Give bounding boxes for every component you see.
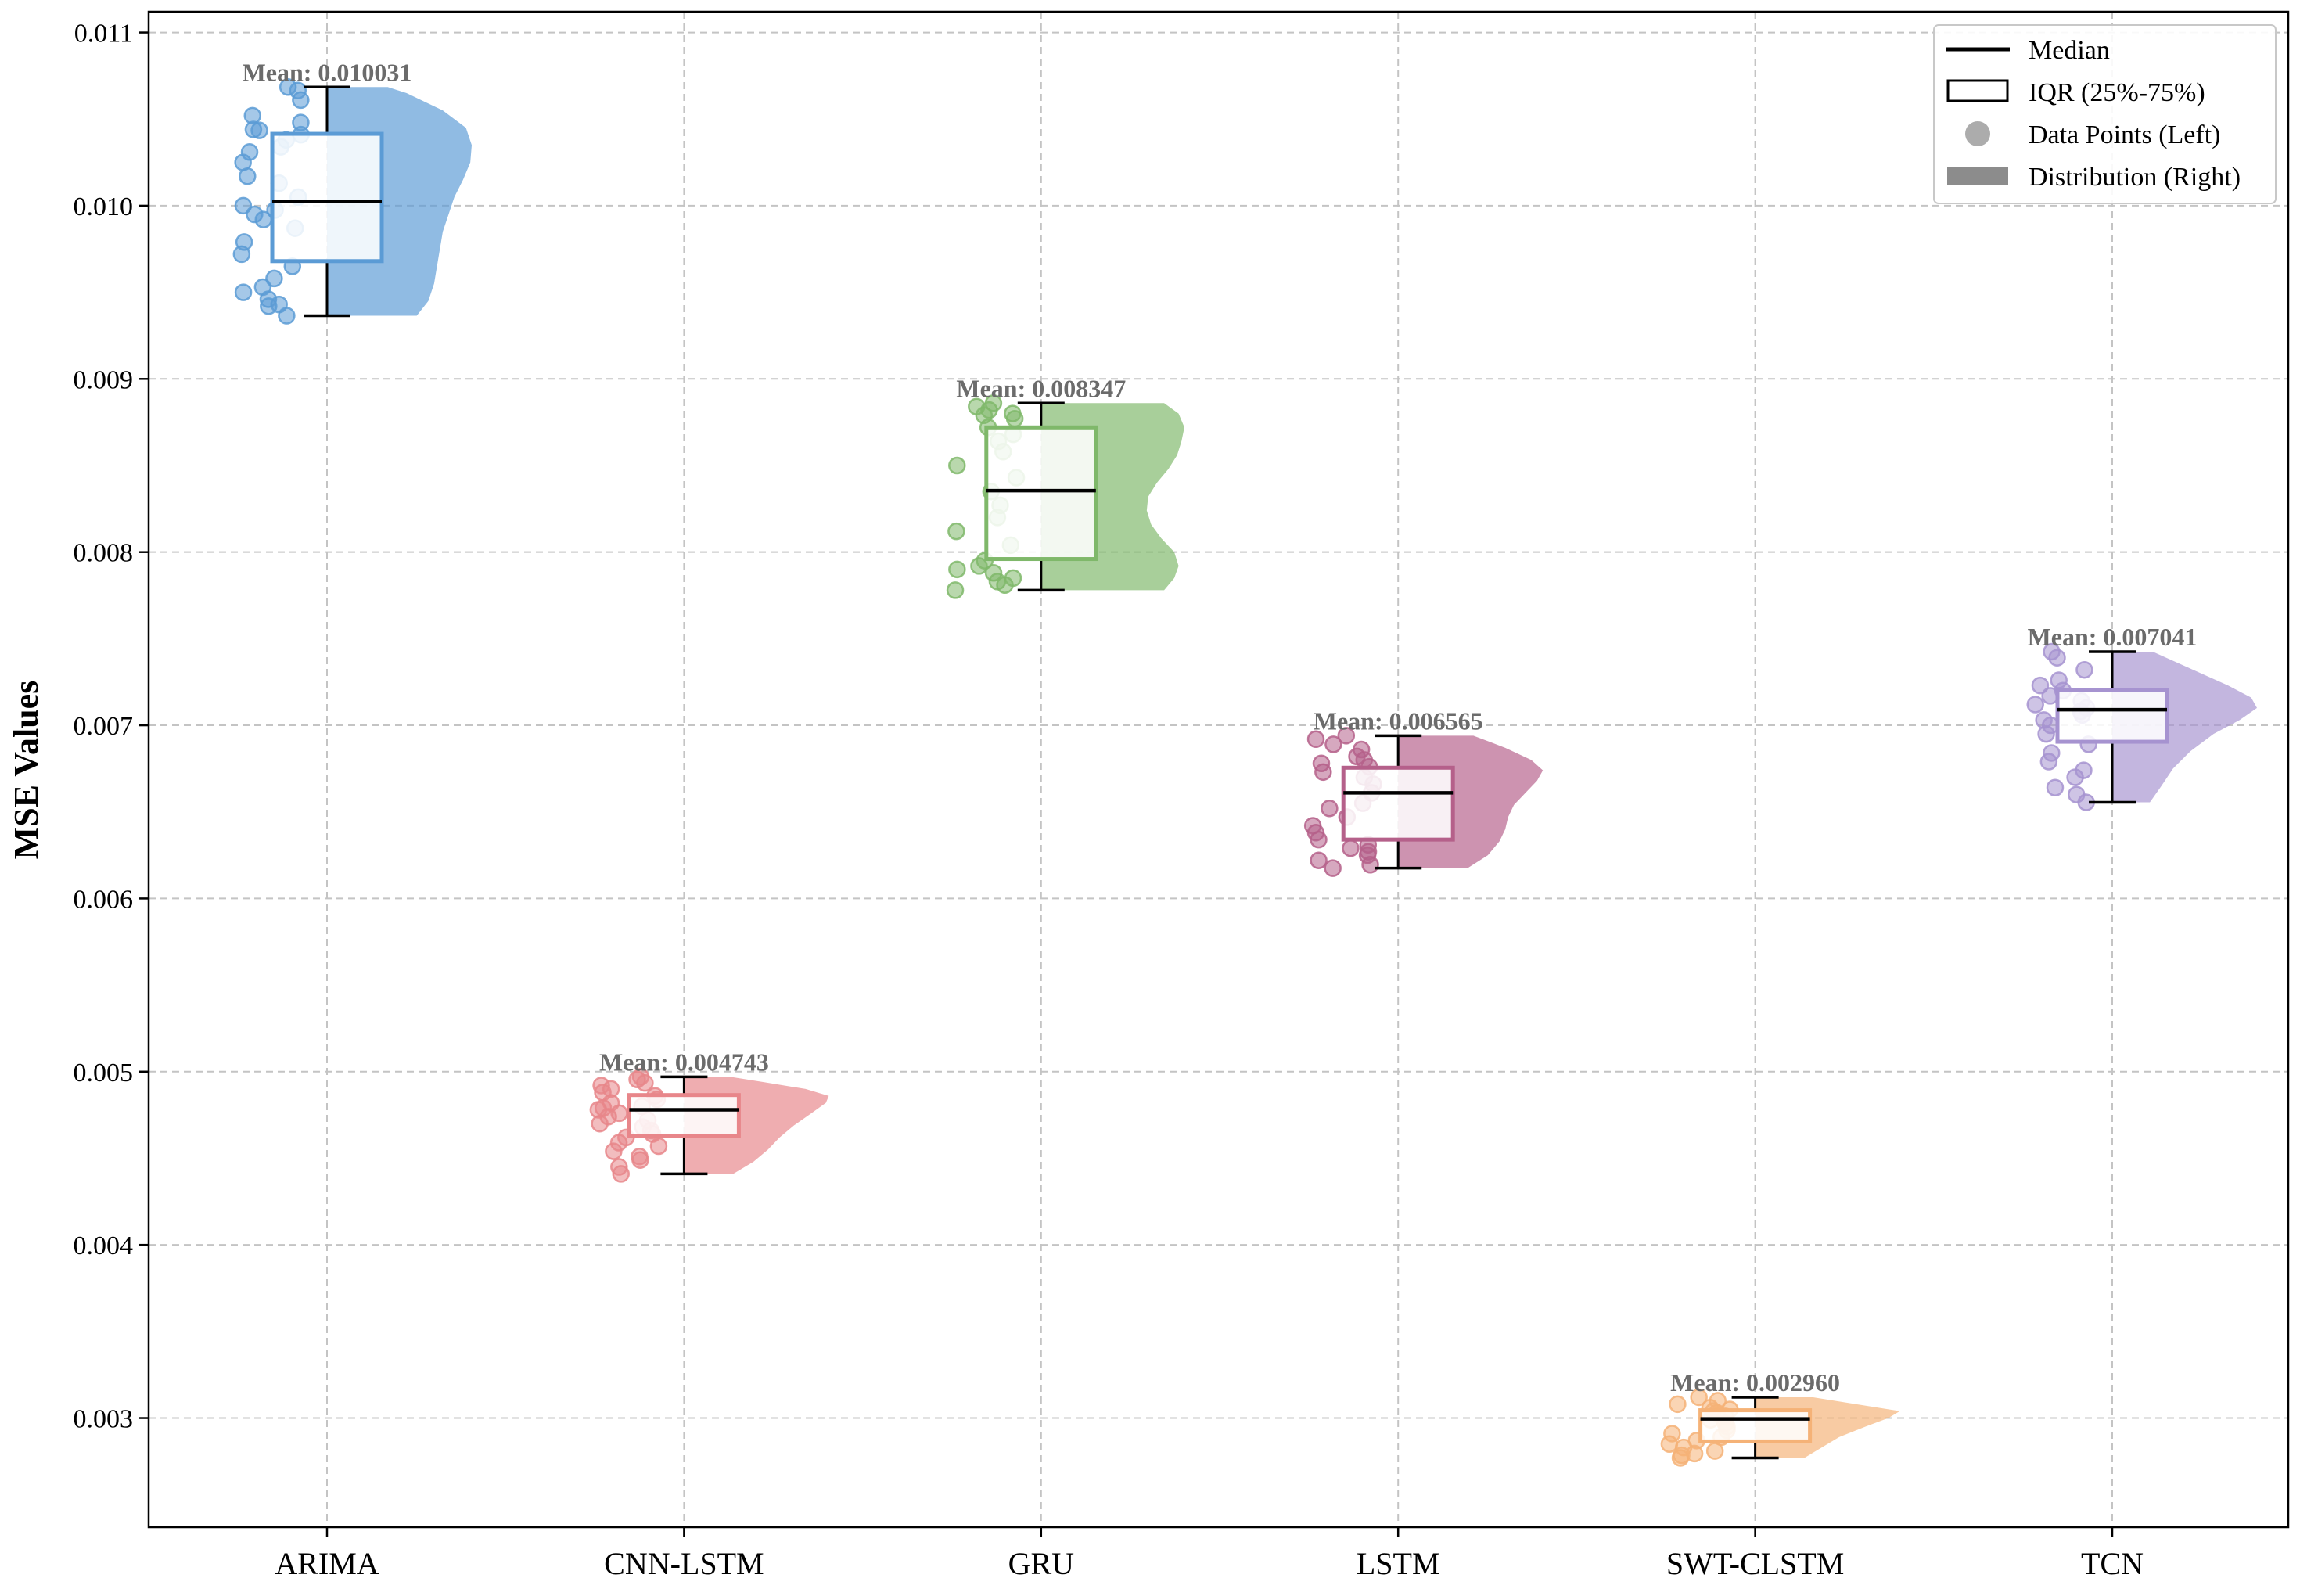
data-point [1705,1442,1724,1460]
legend-points-swatch [1965,121,1990,146]
legend: Median IQR (25%-75%) Data Points (Left) … [1933,24,2277,204]
plot-frame [147,10,2290,1529]
x-category-label: TCN [2081,1546,2144,1581]
data-point [1005,409,1024,428]
data-point [260,297,278,315]
iqr-box [2055,688,2169,744]
boxplots [270,85,2169,1460]
data-point [292,91,310,110]
data-point [1310,851,1328,869]
mean-label: Mean: 0.006565 [1314,706,1483,735]
data-point [948,560,966,579]
data-point [948,456,966,475]
y-tick-label: 0.003 [74,1405,134,1434]
data-point [265,269,283,288]
data-point [2066,768,2084,786]
y-tick-label: 0.009 [74,365,134,394]
mean-label: Mean: 0.004743 [599,1048,769,1076]
data-point [1310,830,1328,849]
iqr-box [1698,1408,1813,1443]
x-category-label: GRU [1008,1546,1075,1581]
data-point [250,121,268,139]
data-point [232,245,251,264]
mean-label: Mean: 0.002960 [1670,1368,1840,1396]
mean-labels: Mean: 0.010031 Mean: 0.004743 Mean: 0.0083… [243,58,2198,1396]
y-tick-label: 0.004 [74,1231,134,1260]
y-tick-label: 0.005 [74,1059,134,1087]
data-point [1690,1388,1708,1407]
data-point [1306,730,1325,749]
data-point [2031,676,2050,695]
data-point [2046,778,2065,796]
data-point [612,1165,630,1183]
grid [149,12,2288,1527]
y-tick-label: 0.011 [74,20,133,49]
data-point [636,1073,654,1092]
data-point [234,283,253,301]
legend-median-label: Median [2029,36,2110,65]
data-point [239,167,257,185]
legend-frame [1933,24,2277,204]
x-category-label: LSTM [1357,1546,1440,1581]
data-point [2075,660,2093,679]
y-tick-label: 0.006 [74,885,134,914]
y-tick-label: 0.007 [74,712,134,741]
data-point [1324,859,1342,877]
data-point [947,522,965,541]
y-axis-title: MSE Values [7,681,45,860]
data-point [1660,1435,1679,1453]
mean-label: Mean: 0.010031 [243,58,412,86]
data-point [2037,724,2055,743]
y-tick-label: 0.010 [74,192,134,221]
data-points [232,78,2097,1467]
iqr-box [627,1093,741,1138]
data-point [970,557,988,575]
data-point [631,1151,649,1169]
data-point [254,210,273,228]
x-category-label: CNN-LSTM [604,1546,764,1581]
data-point [1337,727,1356,745]
data-point [591,1114,609,1133]
legend-dist-label: Distribution (Right) [2029,163,2241,192]
legend-iqr-label: IQR (25%-75%) [2029,78,2205,107]
data-point [1671,1449,1690,1467]
data-point [1324,735,1342,753]
axes: 0.003 0.004 0.005 0.006 0.007 0.008 0.009 0.010… [74,20,2144,1581]
x-category-label: ARIMA [275,1546,379,1581]
data-point [1361,856,1379,874]
data-point [1342,839,1360,857]
iqr-box [984,425,1098,562]
iqr-box [270,131,384,264]
data-point [2026,696,2044,714]
mean-label: Mean: 0.008347 [956,374,1126,402]
data-point [946,581,965,599]
data-point [605,1142,623,1160]
legend-iqr-swatch [1946,79,2009,102]
data-point [2039,753,2058,771]
data-point [1321,800,1339,818]
data-point [278,307,296,325]
legend-dist-swatch [1947,167,2008,185]
data-point [649,1137,668,1156]
data-point [1669,1395,1687,1414]
distributions [327,87,2257,1458]
mean-label: Mean: 0.007041 [2028,623,2198,651]
y-tick-label: 0.008 [74,539,134,568]
data-point [996,576,1014,594]
iqr-box [1341,765,1455,842]
data-point [1314,763,1332,782]
x-category-label: SWT-CLSTM [1666,1546,1844,1581]
legend-points-label: Data Points (Left) [2029,120,2221,149]
data-point [2048,649,2066,667]
